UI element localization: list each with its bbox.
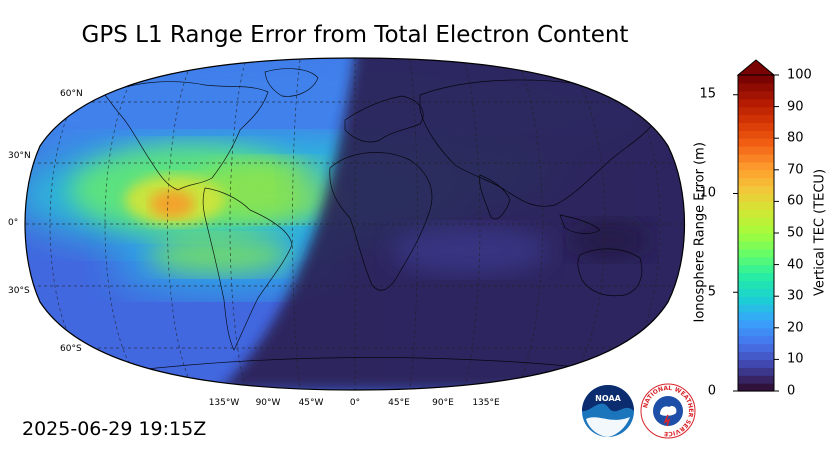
tec-tick-20: 20: [787, 320, 804, 336]
svg-text:NOAA: NOAA: [595, 394, 621, 403]
tec-tick-90: 90: [787, 99, 804, 115]
timestamp: 2025-06-29 19:15Z: [22, 418, 207, 440]
lon-tick-90w: 90°W: [255, 398, 281, 408]
tec-tick-30: 30: [787, 288, 804, 304]
lon-tick-90e: 90°E: [432, 398, 454, 408]
lon-tick-45w: 45°W: [298, 398, 324, 408]
lat-tick-0: 0°: [8, 218, 19, 228]
tec-tick-40: 40: [787, 257, 804, 273]
nws-logo: NATIONAL WEATHER SERVICE: [640, 383, 696, 439]
lat-tick-30s: 30°S: [8, 286, 30, 296]
range-tick-0: 0: [707, 383, 716, 399]
tec-tick-70: 70: [787, 162, 804, 178]
colorbar-right-label: Vertical TEC (TECU): [812, 168, 828, 297]
lat-tick-60s: 60°S: [60, 344, 82, 354]
range-tick-10: 10: [699, 185, 716, 201]
lon-tick-45e: 45°E: [388, 398, 410, 408]
tec-tick-10: 10: [787, 351, 804, 367]
lon-tick-0: 0°: [349, 398, 361, 408]
lat-tick-30n: 30°N: [8, 151, 31, 161]
colorbar-left-label: Ionosphere Range Error (m): [692, 142, 708, 323]
map-title: GPS L1 Range Error from Total Electron C…: [81, 22, 629, 48]
tec-tick-80: 80: [787, 130, 804, 146]
lon-tick-135e: 135°E: [472, 398, 500, 408]
range-tick-5: 5: [707, 284, 716, 300]
lat-tick-60n: 60°N: [60, 89, 83, 99]
noaa-logo: NOAA: [582, 385, 634, 437]
tec-tick-60: 60: [787, 193, 804, 209]
tec-tick-0: 0: [787, 383, 796, 399]
lon-tick-135w: 135°W: [208, 398, 240, 408]
range-tick-15: 15: [699, 86, 716, 102]
tec-tick-100: 100: [787, 67, 812, 83]
tec-tick-50: 50: [787, 225, 804, 241]
